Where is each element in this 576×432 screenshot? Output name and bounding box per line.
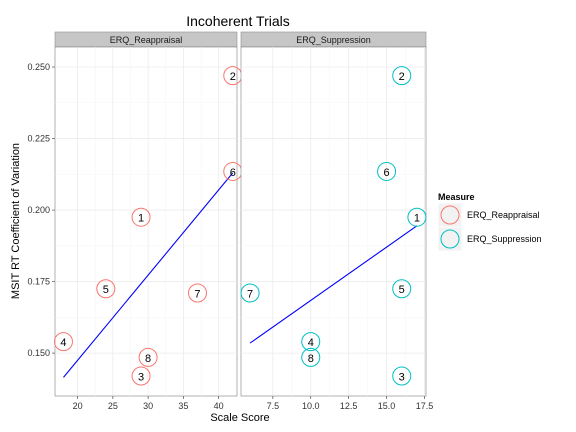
x-tick-label: 40 <box>214 401 224 411</box>
fit-line-group <box>249 225 418 344</box>
x-tick-label: 15.0 <box>378 401 396 411</box>
data-point: 1 <box>131 207 151 227</box>
x-axis: 20 25 30 35 40 <box>73 396 224 411</box>
x-tick-label: 7.5 <box>267 401 280 411</box>
legend-title: Measure <box>438 192 475 202</box>
y-tick-label: 0.175 <box>27 277 50 287</box>
point-label: 6 <box>230 167 236 179</box>
point-marker <box>138 347 158 367</box>
x-tick-label: 12.5 <box>340 401 358 411</box>
point-marker <box>377 161 397 181</box>
y-tick-label: 0.150 <box>27 348 50 358</box>
points-group: 1 2 3 4 5 6 7 8 <box>53 66 243 386</box>
panel-strip-label: ERQ_Suppression <box>296 35 371 45</box>
legend-key-circle <box>440 205 460 225</box>
panel-reappraisal: ERQ_Reappraisal 1 2 3 4 5 6 7 8 20 25 30 35 40 <box>53 31 243 411</box>
point-label: 5 <box>399 284 405 296</box>
legend-key <box>437 202 463 228</box>
data-point: 7 <box>240 283 260 303</box>
y-tick-label: 0.200 <box>27 205 50 215</box>
fit-line <box>249 225 418 344</box>
x-tick-label: 10.0 <box>302 401 320 411</box>
point-label: 7 <box>194 289 200 301</box>
y-axis: 0.150 0.175 0.200 0.225 0.250 <box>27 62 55 358</box>
data-point: 8 <box>301 347 321 367</box>
data-point: 3 <box>131 366 151 386</box>
point-marker <box>301 332 321 352</box>
panel-plot-area <box>54 46 238 397</box>
legend-label: ERQ_Suppression <box>467 234 542 244</box>
point-label: 1 <box>414 213 420 225</box>
legend-label: ERQ_Reappraisal <box>467 210 540 220</box>
chart-title: Incoherent Trials <box>186 13 290 29</box>
point-label: 6 <box>384 167 390 179</box>
x-axis: 7.5 10.0 12.5 15.0 17.5 <box>267 396 434 411</box>
legend-item-reappraisal: ERQ_Reappraisal <box>437 202 540 228</box>
data-point: 4 <box>301 332 321 352</box>
y-tick-label: 0.250 <box>27 62 50 72</box>
x-tick-label: 30 <box>143 401 153 411</box>
point-marker <box>301 347 321 367</box>
point-marker <box>131 366 151 386</box>
point-label: 7 <box>247 289 253 301</box>
point-marker <box>392 66 412 86</box>
point-marker <box>131 207 151 227</box>
points-group: 1 2 3 4 5 6 7 8 <box>240 66 427 386</box>
panel-suppression: ERQ_Suppression 1 2 3 4 5 6 7 8 7.5 10.0 12.5 15.0… <box>240 31 434 411</box>
data-point: 8 <box>138 347 158 367</box>
point-label: 2 <box>230 71 236 83</box>
data-point: 5 <box>392 279 412 299</box>
panel-plot-area <box>240 46 427 397</box>
point-marker <box>96 279 116 299</box>
point-label: 3 <box>399 371 405 383</box>
data-point: 5 <box>96 279 116 299</box>
point-label: 2 <box>399 71 405 83</box>
legend-key-circle <box>440 229 460 249</box>
data-point: 3 <box>392 366 412 386</box>
data-point: 7 <box>187 283 207 303</box>
point-label: 4 <box>308 337 314 349</box>
panel-strip-label: ERQ_Reappraisal <box>110 35 183 45</box>
fit-line <box>63 172 234 378</box>
point-label: 5 <box>103 284 109 296</box>
data-point: 2 <box>392 66 412 86</box>
point-label: 1 <box>138 213 144 225</box>
legend-item-suppression: ERQ_Suppression <box>437 226 542 252</box>
point-label: 4 <box>60 337 66 349</box>
data-point: 6 <box>377 161 397 181</box>
x-tick-label: 35 <box>178 401 188 411</box>
point-marker <box>392 366 412 386</box>
fit-line-group <box>63 172 234 378</box>
y-tick-label: 0.225 <box>27 134 50 144</box>
point-label: 8 <box>145 353 151 365</box>
point-label: 8 <box>308 353 314 365</box>
point-marker <box>187 283 207 303</box>
panel-grid <box>241 47 426 396</box>
x-tick-label: 20 <box>73 401 83 411</box>
point-label: 3 <box>138 371 144 383</box>
point-marker <box>240 283 260 303</box>
point-marker <box>53 332 73 352</box>
legend-key <box>437 226 463 252</box>
x-tick-label: 17.5 <box>416 401 434 411</box>
x-tick-label: 25 <box>108 401 118 411</box>
y-axis-title: MSIT RT Coefficient of Variation <box>10 143 22 299</box>
x-axis-title: Scale Score <box>210 412 269 424</box>
data-point: 4 <box>53 332 73 352</box>
point-marker <box>407 207 427 227</box>
data-point: 1 <box>407 207 427 227</box>
legend: Measure ERQ_Reappraisal ERQ_Suppression <box>437 192 542 252</box>
point-marker <box>392 279 412 299</box>
